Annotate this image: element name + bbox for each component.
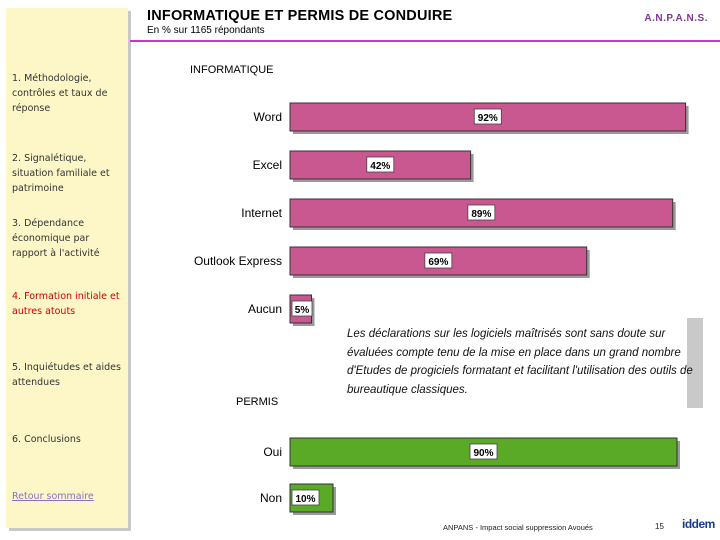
value-label-excel: 42%	[370, 161, 390, 172]
value-label-box-excel	[366, 156, 395, 173]
brand-label: A.N.P.A.N.S.	[644, 13, 708, 24]
value-label-box-internet	[467, 204, 496, 221]
value-label-non: 10%	[295, 494, 315, 505]
page-subtitle: En % sur 1165 répondants	[147, 25, 265, 36]
value-label-box-oui	[469, 443, 498, 460]
value-label-box-word	[473, 108, 502, 125]
value-label-aucun: 5%	[295, 305, 310, 316]
value-label-word: 92%	[478, 113, 498, 124]
chart-title-permis: PERMIS	[236, 396, 279, 408]
nav-item-inquietudes[interactable]: 5. Inquiétudes et aides attendues	[12, 362, 121, 388]
header-divider	[130, 40, 720, 42]
category-label-outlook-express: Outlook Express	[194, 254, 282, 268]
category-label-internet: Internet	[241, 206, 282, 220]
iddem-logo: iddem	[682, 517, 715, 531]
value-label-outlook-express: 69%	[428, 257, 448, 268]
page-title: INFORMATIQUE ET PERMIS DE CONDUIRE	[147, 8, 453, 24]
nav-item-dependance[interactable]: 3. Dépendance économique par rapport à l…	[12, 218, 100, 259]
category-label-oui: Oui	[263, 445, 282, 459]
nav-item-signaletique[interactable]: 2. Signalétique, situation familiale et …	[12, 153, 110, 194]
category-label-aucun: Aucun	[248, 302, 282, 316]
note-box	[345, 318, 703, 408]
nav-item-conclusions[interactable]: 6. Conclusions	[12, 434, 81, 445]
category-label-word: Word	[254, 110, 282, 124]
page-number: 15	[655, 522, 664, 531]
bar-oui	[289, 437, 678, 467]
nav-item-methodologie[interactable]: 1. Méthodologie, contrôles et taux de ré…	[12, 73, 108, 114]
category-label-non: Non	[260, 491, 282, 505]
value-label-box-aucun	[291, 300, 313, 317]
nav-item-formation[interactable]: 4. Formation initiale et autres atouts	[12, 291, 120, 317]
category-label-excel: Excel	[253, 158, 282, 172]
chart-title-informatique: INFORMATIQUE	[190, 64, 274, 76]
value-label-internet: 89%	[471, 209, 491, 220]
return-summary-link[interactable]: Retour sommaire	[12, 491, 94, 502]
footer-text: ANPANS - Impact social suppression Avoué…	[443, 523, 593, 532]
sidebar: 1. Méthodologie, contrôles et taux de ré…	[6, 8, 128, 528]
value-label-oui: 90%	[473, 448, 493, 459]
value-label-box-outlook-express	[424, 252, 453, 269]
value-label-box-non	[291, 489, 320, 506]
note-text: Les déclarations sur les logiciels maîtr…	[347, 328, 693, 396]
